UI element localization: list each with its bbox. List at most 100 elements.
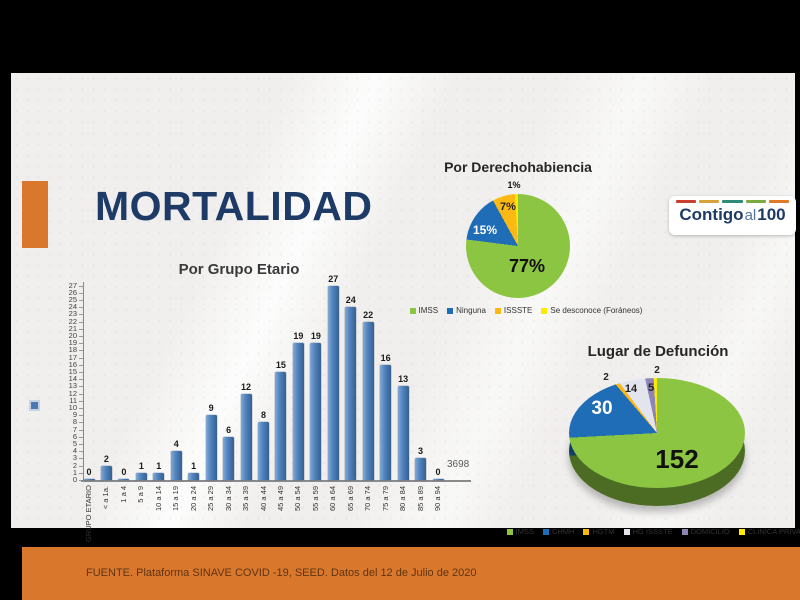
y-tick-mark xyxy=(79,465,83,467)
y-tick-label: 27 xyxy=(68,280,77,290)
title-accent-bar xyxy=(22,181,48,248)
page-title: MORTALIDAD xyxy=(95,183,373,229)
y-tick-mark xyxy=(79,472,83,474)
x-category-label: 30 a 34 xyxy=(223,486,233,512)
y-tick-mark xyxy=(79,444,83,445)
y-tick-mark xyxy=(79,343,83,345)
legend-item: CLINICA PRIVADA xyxy=(738,527,800,536)
pie1-title: Por Derechohabiencia xyxy=(444,159,592,175)
legend-label: IMSS xyxy=(515,527,534,536)
pie-slice-label: 15% xyxy=(472,223,498,237)
legend-item: ISSSTE xyxy=(494,306,533,315)
bar xyxy=(432,478,444,480)
bar xyxy=(292,343,304,480)
y-tick-mark xyxy=(79,393,83,395)
bar-value-label: 4 xyxy=(173,439,179,450)
legend-item: IMSS xyxy=(409,306,438,315)
bar xyxy=(153,472,165,480)
bar-value-label: 6 xyxy=(226,424,232,435)
legend-label: HG ISSSTE xyxy=(632,527,673,536)
legend-swatch xyxy=(494,307,501,314)
x-category-label: 85 a 89 xyxy=(415,486,425,512)
pie-slice-label: 14 xyxy=(624,383,638,395)
legend-label: ISSSTE xyxy=(503,306,533,315)
pie-slice-label: 1% xyxy=(507,180,521,190)
bar xyxy=(380,364,392,480)
logo-dash xyxy=(722,200,743,203)
pie-chart-derechohabiencia xyxy=(466,194,570,298)
legend-swatch xyxy=(738,528,745,535)
y-tick-label: 14 xyxy=(68,374,77,384)
bar-value-label: 15 xyxy=(275,360,286,370)
footer-band: FUENTE. Plataforma SINAVE COVID -19, SEE… xyxy=(22,547,800,600)
x-category-label: GRUPO ETARIO xyxy=(84,485,93,542)
y-tick-label: 17 xyxy=(68,352,77,362)
footer-source-text: FUENTE. Plataforma SINAVE COVID -19, SEE… xyxy=(86,567,477,579)
bar-value-label: 1 xyxy=(191,460,197,471)
bar xyxy=(275,372,287,480)
legend-label: CHMH xyxy=(551,527,575,536)
decorative-bullet-square xyxy=(29,400,40,411)
x-category-label: 60 a 64 xyxy=(328,486,338,512)
y-tick-label: 2 xyxy=(72,460,77,470)
y-tick-label: 5 xyxy=(72,439,77,448)
pie1-legend: IMSS Ninguna ISSSTE Se desconoce (Foráneos) xyxy=(396,306,656,315)
y-tick-mark xyxy=(79,307,83,309)
legend-item: HG ISSSTE xyxy=(623,527,673,536)
logo-dash xyxy=(676,200,697,203)
logo-dash xyxy=(699,200,720,203)
legend-item: DOMICILIO xyxy=(681,527,730,536)
x-category-label: 90 a 94 xyxy=(433,486,442,512)
bar xyxy=(170,451,182,480)
bar-value-label: 12 xyxy=(241,381,252,392)
bar-value-label: 0 xyxy=(121,466,127,477)
x-category-label: < a 1a. xyxy=(101,486,111,510)
pie-slice-label: 2 xyxy=(603,372,609,383)
y-tick-label: 23 xyxy=(68,309,77,319)
y-tick-label: 26 xyxy=(68,287,77,297)
y-tick-label: 22 xyxy=(68,316,77,326)
y-tick-label: 7 xyxy=(72,424,77,434)
y-tick-label: 9 xyxy=(72,410,77,420)
logo-dash xyxy=(768,200,790,203)
bar xyxy=(100,465,112,480)
bar-chart-por-grupo-etario: 0 1 2 3 4 5 6 7 8 9 10 11 12 13 14 15 16 17 18 19 20 21 22 23 24… xyxy=(51,274,481,568)
bar xyxy=(415,458,427,480)
legend-swatch xyxy=(623,528,630,535)
pie-slice-label: 30 xyxy=(591,398,613,419)
pie-slice-label: 152 xyxy=(655,444,699,474)
bar xyxy=(327,285,339,480)
y-tick-mark xyxy=(79,458,83,460)
bar xyxy=(135,472,147,480)
logo-dashes xyxy=(676,200,790,203)
bar xyxy=(310,343,322,480)
pie2-title: Lugar de Defunción xyxy=(587,343,729,360)
bar-value-label: 22 xyxy=(363,309,374,320)
logo-text: Contigoal100 xyxy=(669,205,796,225)
bar-value-label: 16 xyxy=(380,352,391,363)
legend-swatch xyxy=(506,528,513,535)
y-tick-mark xyxy=(79,357,83,359)
x-category-label: 25 a 29 xyxy=(206,486,216,512)
x-category-label: 55 a 59 xyxy=(310,486,320,512)
legend-item: Ninguna xyxy=(447,306,486,315)
legend-label: CLINICA PRIVADA xyxy=(747,527,800,536)
legend-swatch xyxy=(447,307,454,314)
y-tick-mark xyxy=(79,364,83,366)
legend-swatch xyxy=(681,528,688,535)
legend-label: DOMICILIO xyxy=(690,527,730,536)
x-category-label: 70 a 74 xyxy=(363,486,373,512)
bar-value-label: 0 xyxy=(86,466,92,477)
bar-chart-total-annotation: 3698 xyxy=(447,459,470,470)
legend-item: Se desconoce (Foráneos) xyxy=(541,306,642,315)
x-category-label: 75 a 79 xyxy=(380,486,390,512)
y-tick-label: 6 xyxy=(72,431,77,441)
y-tick-mark xyxy=(79,415,83,417)
y-tick-label: 11 xyxy=(69,395,77,405)
y-tick-label: 16 xyxy=(68,359,77,369)
y-tick-mark xyxy=(79,314,83,316)
bar xyxy=(223,436,235,480)
legend-item: IMSS xyxy=(506,527,534,536)
y-tick-label: 15 xyxy=(68,367,77,376)
y-tick-mark xyxy=(79,285,83,287)
